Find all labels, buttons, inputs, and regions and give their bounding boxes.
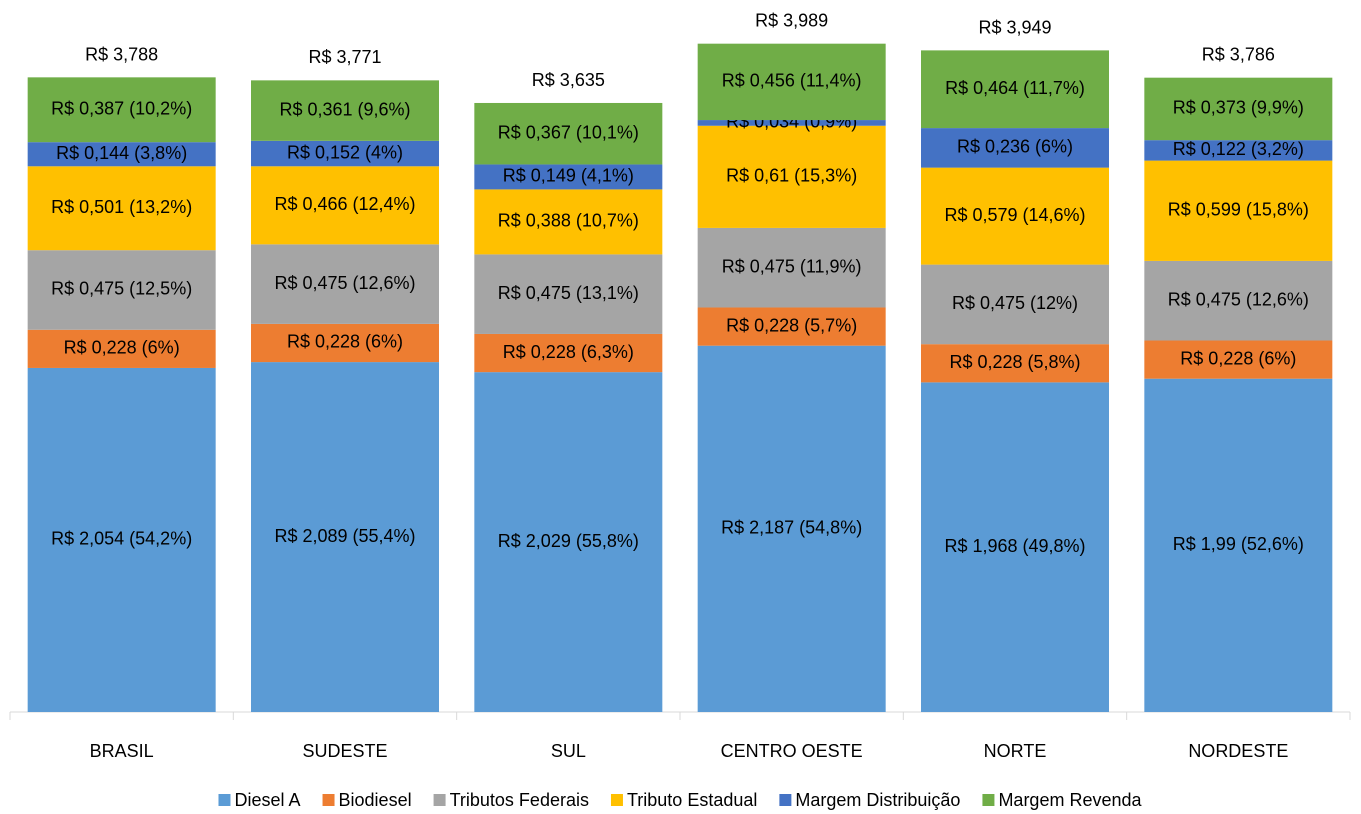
value-label: R$ 0,367 (10,1%)	[498, 122, 639, 142]
total-label: R$ 3,635	[532, 70, 605, 90]
bar-segment	[27, 250, 216, 330]
legend: Diesel A Biodiesel Tributos Federais Tribut…	[218, 790, 1142, 810]
value-label: R$ 0,228 (6%)	[1180, 348, 1296, 368]
value-label: R$ 0,122 (3,2%)	[1173, 139, 1304, 159]
value-label: R$ 1,99 (52,6%)	[1173, 534, 1304, 554]
bar-segment	[697, 125, 886, 228]
total-label: R$ 3,771	[308, 47, 381, 67]
legend-swatch	[982, 794, 995, 806]
total-label: R$ 3,989	[755, 11, 828, 31]
legend-swatch	[322, 794, 335, 806]
value-label: R$ 0,228 (5,8%)	[949, 352, 1080, 372]
bar-segment	[921, 382, 1109, 712]
value-label: R$ 0,388 (10,7%)	[498, 211, 639, 231]
value-label: R$ 0,373 (9,9%)	[1173, 98, 1304, 118]
x-tick-label: NORTE	[984, 741, 1047, 761]
bar-segment	[1144, 140, 1333, 161]
total-label: R$ 3,786	[1202, 45, 1275, 65]
bar-segment	[921, 264, 1109, 345]
bar-segment	[251, 166, 439, 245]
value-label: R$ 0,387 (10,2%)	[51, 99, 192, 119]
bar-segment	[474, 372, 663, 712]
bar-segment	[251, 323, 439, 363]
legend-label: Margem Revenda	[998, 790, 1142, 810]
legend-label: Margem Distribuição	[795, 790, 960, 810]
bar-segment	[1144, 77, 1333, 141]
legend-swatch	[433, 794, 446, 806]
bar-segment	[697, 227, 886, 308]
value-label: R$ 0,228 (6%)	[64, 338, 180, 358]
bar-segment	[697, 345, 886, 712]
bar-segment	[921, 50, 1109, 129]
bar-segment	[474, 333, 663, 373]
legend-swatch	[779, 794, 792, 806]
bar-segment	[251, 140, 439, 167]
legend-label: Tributos Federais	[450, 790, 589, 810]
value-label: R$ 0,228 (5,7%)	[726, 315, 857, 335]
legend-label: Diesel A	[234, 790, 300, 810]
bar-segment	[921, 128, 1109, 168]
value-label: R$ 0,464 (11,7%)	[945, 78, 1085, 98]
value-label: R$ 0,228 (6,3%)	[503, 342, 634, 362]
value-label: R$ 2,054 (54,2%)	[51, 529, 192, 549]
bar-segment	[251, 362, 439, 712]
value-label: R$ 0,152 (4%)	[287, 142, 403, 162]
value-label: R$ 2,029 (55,8%)	[498, 531, 639, 551]
value-label: R$ 0,61 (15,3%)	[726, 166, 857, 186]
legend-swatch	[610, 794, 623, 806]
bar-segment	[697, 307, 886, 346]
x-tick-label: CENTRO OESTE	[721, 741, 863, 761]
value-label: R$ 0,501 (13,2%)	[51, 197, 192, 217]
bar-segment	[474, 189, 663, 255]
value-label: R$ 0,236 (6%)	[957, 137, 1073, 157]
bar-segment	[27, 142, 216, 167]
value-label: R$ 0,144 (3,8%)	[56, 143, 187, 163]
x-tick-label: NORDESTE	[1188, 741, 1288, 761]
bar-segment	[1144, 378, 1333, 712]
x-tick-label: SUDESTE	[302, 741, 387, 761]
bar-segment	[1144, 160, 1333, 261]
legend-label: Biodiesel	[339, 790, 412, 810]
bar-segment	[697, 120, 886, 126]
bar-segment	[697, 43, 886, 121]
value-label: R$ 0,361 (9,6%)	[279, 99, 410, 119]
x-tick-label: SUL	[551, 741, 586, 761]
value-label: R$ 0,228 (6%)	[287, 332, 403, 352]
value-label: R$ 0,149 (4,1%)	[503, 166, 634, 186]
bar-segment	[474, 102, 663, 165]
bar-segment	[27, 166, 216, 251]
value-label: R$ 0,475 (12,5%)	[51, 279, 192, 299]
value-label: R$ 0,475 (12,6%)	[1168, 289, 1309, 309]
value-label: R$ 0,475 (12%)	[952, 293, 1078, 313]
bar-segment	[921, 344, 1109, 383]
bar-segment	[251, 244, 439, 324]
bar-segment	[27, 77, 216, 143]
value-label: R$ 0,599 (15,8%)	[1168, 200, 1309, 220]
value-label: R$ 0,466 (12,4%)	[274, 194, 415, 214]
value-label: R$ 2,187 (54,8%)	[721, 518, 862, 538]
bar-segment	[27, 329, 216, 368]
value-label: R$ 0,475 (12,6%)	[274, 273, 415, 293]
bar-segment	[1144, 340, 1333, 379]
value-label: R$ 0,456 (11,4%)	[722, 71, 862, 91]
x-tick-label: BRASIL	[90, 741, 154, 761]
value-label: R$ 0,475 (13,1%)	[498, 283, 639, 303]
bar-segment	[27, 367, 216, 712]
legend-label: Tributo Estadual	[627, 790, 757, 810]
total-label: R$ 3,788	[85, 44, 158, 64]
value-label: R$ 1,968 (49,8%)	[944, 536, 1085, 556]
total-label: R$ 3,949	[978, 17, 1051, 37]
bar-segment	[251, 80, 439, 141]
value-label: R$ 2,089 (55,4%)	[274, 526, 415, 546]
bar-segment	[474, 254, 663, 334]
bar-segment	[1144, 260, 1333, 341]
legend-swatch	[218, 794, 231, 806]
value-label: R$ 0,579 (14,6%)	[944, 205, 1085, 225]
bar-segment	[474, 164, 663, 190]
bar-segment	[921, 167, 1109, 265]
value-label: R$ 0,475 (11,9%)	[722, 256, 862, 276]
